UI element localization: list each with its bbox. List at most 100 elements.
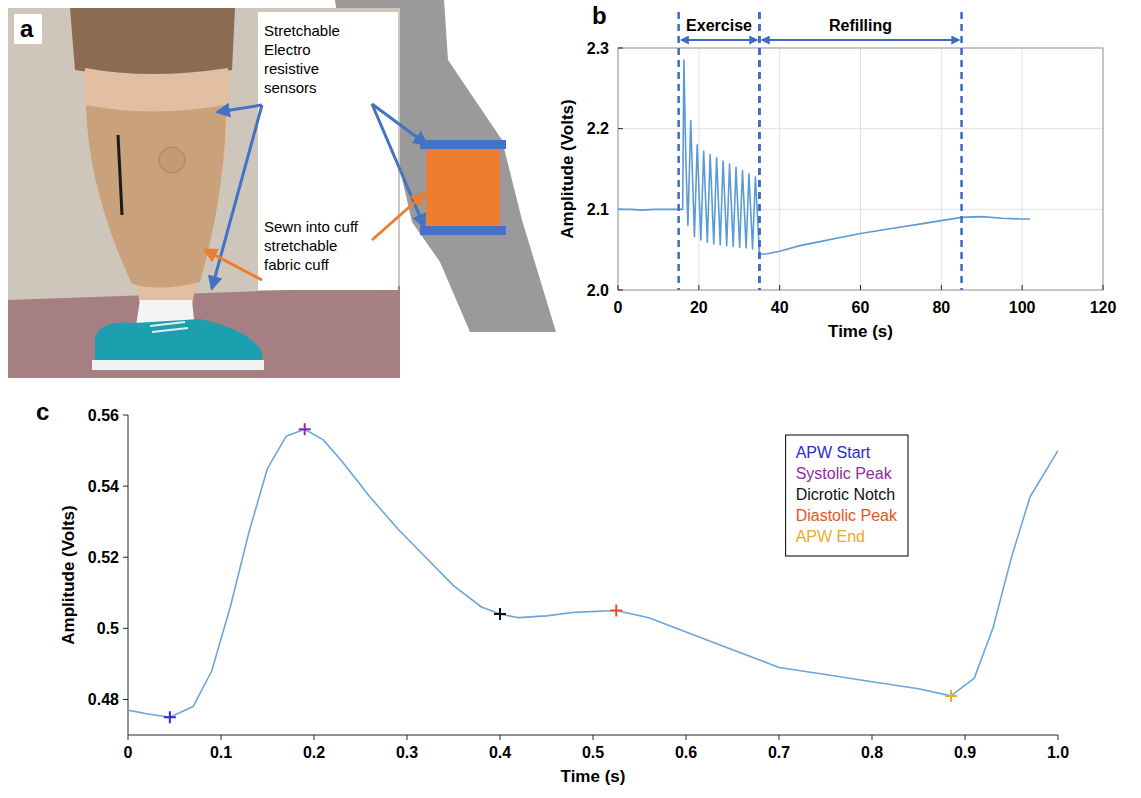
photo-pants <box>70 8 235 76</box>
axis-title: Time (s) <box>561 767 626 786</box>
tick-mark <box>618 128 623 129</box>
tick-mark <box>1022 285 1023 290</box>
plot-frame <box>618 48 1103 290</box>
tick-label: 2.2 <box>587 120 609 137</box>
photo-wall <box>8 8 400 378</box>
range-arrow <box>762 39 958 41</box>
callout-text: fabric cuff <box>264 256 330 273</box>
tick-mark <box>128 735 129 740</box>
tick-mark <box>618 48 623 49</box>
panel-letter: c <box>36 398 49 425</box>
data-group <box>128 423 1058 723</box>
tick-label: 0.6 <box>675 744 697 761</box>
label-box <box>258 12 398 290</box>
tick-mark <box>123 557 128 558</box>
legend: APW StartSystolic PeakDicrotic NotchDias… <box>786 435 908 556</box>
legend-entry: APW Start <box>796 444 871 461</box>
callout-arrow <box>205 250 262 280</box>
callout-arrow <box>372 104 424 226</box>
tick-label: 0.7 <box>768 744 790 761</box>
sensor-diagram <box>420 140 506 149</box>
tick-label: 2.0 <box>587 282 609 299</box>
photo-cuff <box>86 105 226 288</box>
plot-area <box>618 48 1103 290</box>
callout-text: sensors <box>264 79 317 96</box>
y-axis <box>128 415 129 735</box>
tick-label: 2.3 <box>587 40 609 57</box>
tick-mark <box>500 735 501 740</box>
callout-text: resistive <box>264 60 319 77</box>
data-point <box>164 711 176 723</box>
grid-line <box>1022 48 1023 290</box>
panel-letter: a <box>20 15 34 42</box>
tick-mark <box>618 290 623 291</box>
figure: Stretchable Electro resistive sensors Sewn i… <box>0 0 1141 798</box>
tick-mark <box>686 735 687 740</box>
tick-mark <box>123 628 128 629</box>
tick-mark <box>221 735 222 740</box>
legend-entry: Dicrotic Notch <box>796 486 896 503</box>
panel-letter: b <box>592 2 607 29</box>
tick-label: 80 <box>932 299 950 316</box>
tick-label: 0.3 <box>396 744 418 761</box>
tick-label: 0 <box>124 744 133 761</box>
tick-label: 0.9 <box>954 744 976 761</box>
tick-mark <box>941 285 942 290</box>
panel-letter-box <box>14 14 42 44</box>
grid-line <box>941 48 942 290</box>
callout-arrow <box>372 194 424 240</box>
annotation: Exercise <box>686 17 752 34</box>
tick-label: 0.48 <box>88 691 119 708</box>
tick-label: 0.8 <box>861 744 883 761</box>
tick-label: 0.54 <box>88 478 119 495</box>
tick-label: 1.0 <box>1047 744 1069 761</box>
callout-arrow <box>218 105 262 112</box>
range-line <box>677 12 680 290</box>
photo-patch <box>159 147 185 173</box>
tick-mark <box>965 735 966 740</box>
photo-shoe <box>95 319 262 364</box>
callout-arrow <box>212 105 262 288</box>
callout-text: Stretchable <box>264 22 340 39</box>
axis-title: Amplitude (Volts) <box>558 99 577 238</box>
tick-label: 0.4 <box>489 744 511 761</box>
annotation: Refilling <box>829 17 892 34</box>
tick-mark <box>123 415 128 416</box>
axis-title: Time (s) <box>828 322 893 341</box>
grid-line <box>618 209 1103 210</box>
tick-label: 0.56 <box>88 407 119 424</box>
photo-sole <box>92 360 264 370</box>
photo-leg <box>85 68 230 305</box>
tick-label: 0.52 <box>88 549 119 566</box>
tick-mark <box>779 285 780 290</box>
tick-label: 60 <box>852 299 870 316</box>
tick-label: 0 <box>614 299 623 316</box>
tick-label: 0.5 <box>582 744 604 761</box>
chart-panel: b0204060801001202.02.12.22.3Time (s)Ampl… <box>558 2 1117 341</box>
tick-mark <box>860 285 861 290</box>
tick-label: 120 <box>1090 299 1117 316</box>
tick-label: 0.1 <box>210 744 232 761</box>
callout-text: Sewn into cuff <box>264 218 359 235</box>
tick-mark <box>618 285 619 290</box>
tick-label: 2.1 <box>587 201 609 218</box>
cuff-diagram <box>426 148 500 228</box>
callout-text: Electro <box>264 41 311 58</box>
tick-mark <box>314 735 315 740</box>
data-point <box>945 690 957 702</box>
callout-text: stretchable <box>264 237 337 254</box>
photo-laces <box>150 322 188 332</box>
tick-mark <box>698 285 699 290</box>
data-point <box>610 605 622 617</box>
tick-label: 100 <box>1009 299 1036 316</box>
photo-floor <box>8 286 400 378</box>
panel-a: Stretchable Electro resistive sensors Sewn i… <box>8 0 556 378</box>
data-point <box>494 608 506 620</box>
photo <box>8 8 400 378</box>
range-line <box>758 12 761 290</box>
tick-label: 20 <box>690 299 708 316</box>
data-point <box>299 423 311 435</box>
legend-box <box>786 435 908 556</box>
tick-mark <box>593 735 594 740</box>
tick-mark <box>872 735 873 740</box>
